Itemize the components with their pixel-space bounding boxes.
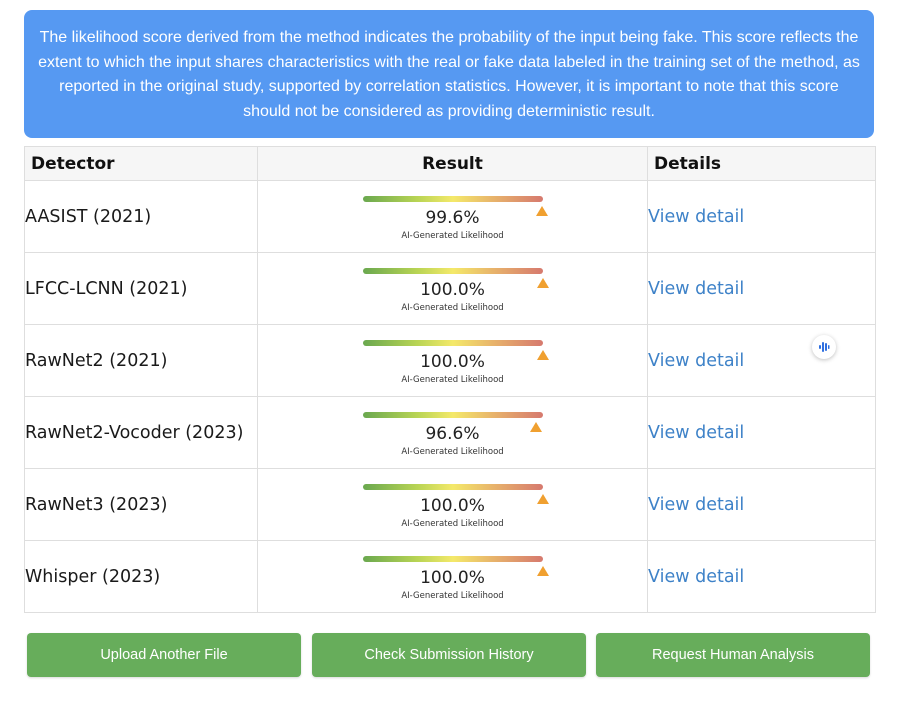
table-row: RawNet3 (2023) 100.0% AI-Generated Likelih…: [24, 468, 876, 541]
likelihood-caption: AI-Generated Likelihood: [401, 446, 504, 457]
result-cell: 96.6% AI-Generated Likelihood: [257, 396, 648, 469]
upload-another-file-button[interactable]: Upload Another File: [27, 633, 301, 677]
likelihood-bar: [362, 411, 543, 418]
request-human-analysis-button[interactable]: Request Human Analysis: [596, 633, 870, 677]
likelihood-marker-icon: [535, 205, 548, 216]
likelihood-bar: [362, 483, 543, 490]
likelihood-marker-icon: [536, 565, 549, 576]
view-detail-link[interactable]: View detail: [648, 494, 745, 515]
likelihood-score: 100.0%: [420, 495, 485, 516]
result-cell: 100.0% AI-Generated Likelihood: [257, 468, 648, 541]
detector-name: RawNet2-Vocoder (2023): [24, 396, 258, 469]
detector-name: RawNet2 (2021): [24, 324, 258, 397]
likelihood-score: 99.6%: [425, 207, 480, 228]
view-detail-link[interactable]: View detail: [648, 206, 745, 227]
likelihood-score: 96.6%: [425, 423, 480, 444]
detector-name: AASIST (2021): [24, 180, 258, 253]
likelihood-notice: The likelihood score derived from the me…: [24, 10, 874, 138]
detector-name: LFCC-LCNN (2021): [24, 252, 258, 325]
likelihood-gauge: 100.0% AI-Generated Likelihood: [362, 483, 549, 529]
likelihood-score: 100.0%: [420, 279, 485, 300]
detector-name: Whisper (2023): [24, 540, 258, 613]
check-submission-history-button[interactable]: Check Submission History: [312, 633, 586, 677]
view-detail-link[interactable]: View detail: [648, 350, 745, 371]
result-cell: 100.0% AI-Generated Likelihood: [257, 540, 648, 613]
details-cell: View detail: [647, 252, 876, 325]
likelihood-caption: AI-Generated Likelihood: [401, 230, 504, 241]
detector-name: RawNet3 (2023): [24, 468, 258, 541]
table-row: LFCC-LCNN (2021) 100.0% AI-Generated Likel…: [24, 252, 876, 325]
result-header: Result: [257, 146, 648, 181]
likelihood-marker-icon: [536, 493, 549, 504]
result-cell: 99.6% AI-Generated Likelihood: [257, 180, 648, 253]
detector-results-table: Detector Result Details AASIST (2021) 99.…: [24, 146, 876, 613]
likelihood-gauge: 99.6% AI-Generated Likelihood: [362, 195, 548, 241]
detector-header: Detector: [24, 146, 258, 181]
likelihood-marker-icon: [536, 277, 549, 288]
likelihood-gauge: 100.0% AI-Generated Likelihood: [362, 555, 549, 601]
likelihood-gauge: 100.0% AI-Generated Likelihood: [362, 339, 549, 385]
details-header: Details: [647, 146, 876, 181]
likelihood-bar: [362, 267, 543, 274]
details-cell: View detail: [647, 540, 876, 613]
table-row: AASIST (2021) 99.6% AI-Generated Likelihoo…: [24, 180, 876, 253]
likelihood-gauge: 100.0% AI-Generated Likelihood: [362, 267, 549, 313]
details-cell: View detail: [647, 396, 876, 469]
view-detail-link[interactable]: View detail: [648, 422, 745, 443]
likelihood-bar: [362, 339, 543, 346]
likelihood-marker-icon: [536, 349, 549, 360]
notice-text: The likelihood score derived from the me…: [38, 29, 860, 120]
details-cell: View detail: [647, 468, 876, 541]
likelihood-marker-icon: [530, 421, 543, 432]
likelihood-caption: AI-Generated Likelihood: [401, 302, 504, 313]
likelihood-score: 100.0%: [420, 351, 485, 372]
result-cell: 100.0% AI-Generated Likelihood: [257, 324, 648, 397]
likelihood-gauge: 96.6% AI-Generated Likelihood: [362, 411, 543, 457]
likelihood-bar: [362, 555, 543, 562]
likelihood-caption: AI-Generated Likelihood: [401, 374, 504, 385]
floating-audio-button[interactable]: [812, 335, 836, 359]
details-cell: View detail: [647, 324, 876, 397]
likelihood-caption: AI-Generated Likelihood: [401, 590, 504, 601]
result-cell: 100.0% AI-Generated Likelihood: [257, 252, 648, 325]
table-header-row: Detector Result Details: [24, 146, 876, 181]
likelihood-caption: AI-Generated Likelihood: [401, 518, 504, 529]
view-detail-link[interactable]: View detail: [648, 278, 745, 299]
view-detail-link[interactable]: View detail: [648, 566, 745, 587]
table-row: RawNet2 (2021) 100.0% AI-Generated Likelih…: [24, 324, 876, 397]
details-cell: View detail: [647, 180, 876, 253]
likelihood-bar: [362, 195, 543, 202]
table-row: Whisper (2023) 100.0% AI-Generated Likelih…: [24, 540, 876, 613]
table-row: RawNet2-Vocoder (2023) 96.6% AI-Generated …: [24, 396, 876, 469]
audio-waveform-icon: [819, 342, 830, 352]
likelihood-score: 100.0%: [420, 567, 485, 588]
